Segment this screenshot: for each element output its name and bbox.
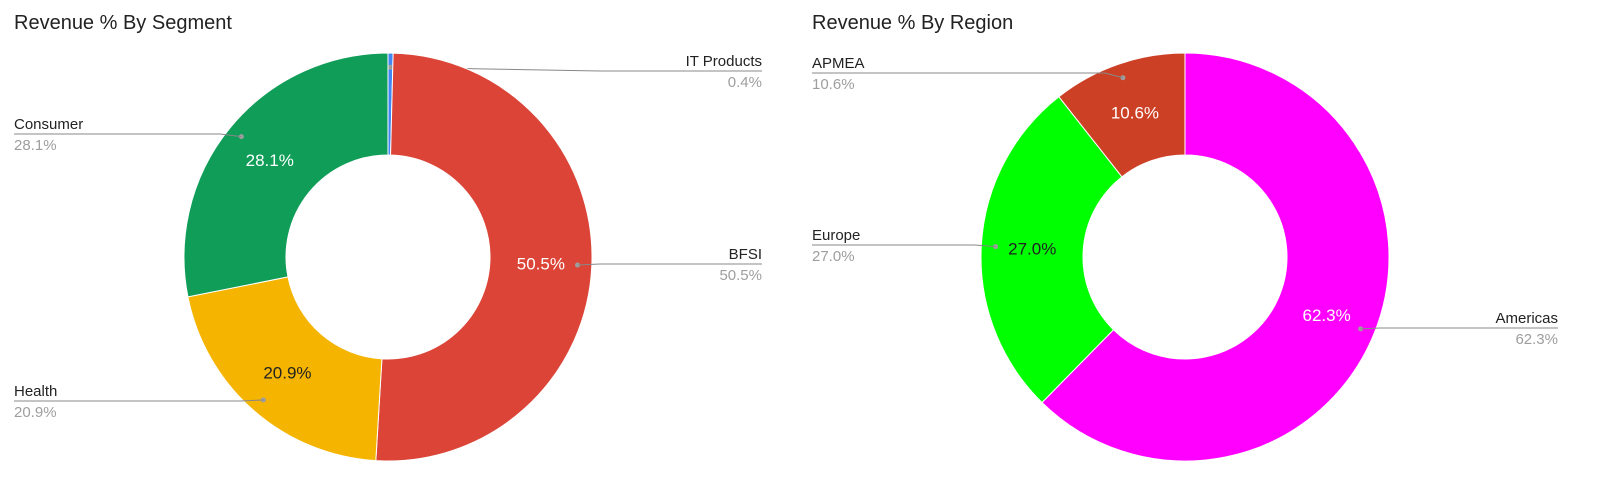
slice-health[interactable]: [187, 276, 383, 462]
donut-chart-2: 62.3% Americas 62.3% 27.0% Europe 27.0% 10.6% A…: [812, 52, 1558, 462]
slice-apmea[interactable]: [1058, 52, 1186, 178]
segment-chart-title: Revenue % By Segment: [14, 12, 232, 34]
callout-name-it-products: IT Products: [686, 53, 762, 70]
callout-line-apmea: [812, 72, 1124, 79]
slice-label-health: 20.9%: [263, 363, 311, 382]
callout-line-health: [14, 399, 264, 402]
callout-name-americas: Americas: [1495, 310, 1558, 327]
slice-label-consumer: 28.1%: [246, 151, 294, 170]
region-chart-title: Revenue % By Region: [812, 12, 1014, 34]
donut-chart-1: IT Products 0.4% 50.5% BFSI 50.5% 20.9% Health…: [14, 52, 762, 462]
slice-label-bfsi: 50.5%: [517, 254, 565, 273]
slice-label-apmea: 10.6%: [1111, 103, 1159, 122]
slice-americas[interactable]: [1041, 52, 1390, 462]
callout-pct-consumer: 28.1%: [14, 137, 57, 154]
callout-pct-americas: 62.3%: [1515, 331, 1558, 348]
callout-name-consumer: Consumer: [14, 116, 83, 133]
callout-pct-it-products: 0.4%: [728, 74, 762, 91]
callout-pct-apmea: 10.6%: [812, 76, 855, 93]
callout-pct-europe: 27.0%: [812, 248, 855, 265]
callout-name-bfsi: BFSI: [729, 246, 762, 263]
callout-pct-bfsi: 50.5%: [719, 267, 762, 284]
callout-name-health: Health: [14, 383, 57, 400]
callout-name-europe: Europe: [812, 227, 860, 244]
slice-label-americas: 62.3%: [1303, 306, 1351, 325]
slice-bfsi[interactable]: [375, 52, 593, 462]
callout-name-apmea: APMEA: [812, 55, 865, 72]
slice-consumer[interactable]: [183, 52, 389, 298]
callout-pct-health: 20.9%: [14, 404, 57, 421]
slice-europe[interactable]: [980, 95, 1123, 404]
callout-line-americas: [1360, 327, 1558, 330]
callout-line-bfsi: [577, 263, 762, 266]
slice-label-europe: 27.0%: [1008, 240, 1056, 259]
callout-line-europe: [812, 244, 996, 248]
callout-line-consumer: [14, 133, 242, 138]
